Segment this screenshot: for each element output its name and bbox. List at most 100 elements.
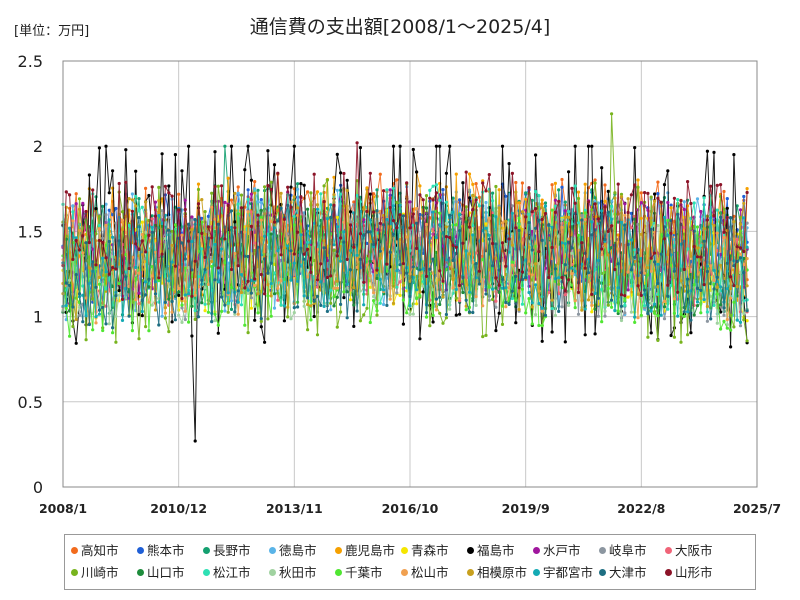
data-point xyxy=(596,314,601,318)
legend-item: 高知市 xyxy=(71,540,137,562)
data-point xyxy=(276,209,280,213)
data-point xyxy=(553,204,558,208)
data-point xyxy=(140,232,144,237)
data-point xyxy=(593,332,597,336)
data-point xyxy=(395,240,399,244)
data-point xyxy=(431,313,435,317)
data-point xyxy=(134,298,138,302)
data-point xyxy=(193,293,197,297)
data-point xyxy=(557,309,561,313)
data-point xyxy=(745,309,749,313)
data-point xyxy=(494,276,498,280)
data-point xyxy=(74,238,78,243)
data-point xyxy=(223,144,227,148)
data-point xyxy=(365,257,369,261)
data-point xyxy=(659,200,663,204)
legend-label: 岐阜市 xyxy=(609,543,647,558)
data-point xyxy=(269,282,273,286)
data-point xyxy=(378,172,382,176)
data-point xyxy=(659,252,663,256)
data-point xyxy=(576,290,581,294)
data-point xyxy=(742,263,746,267)
data-point xyxy=(362,218,366,222)
data-point xyxy=(190,218,194,222)
data-point xyxy=(408,294,412,298)
data-point xyxy=(114,294,118,298)
data-point xyxy=(144,280,148,284)
legend-marker xyxy=(599,547,606,554)
data-point xyxy=(137,313,141,317)
data-point xyxy=(448,307,452,311)
data-point xyxy=(177,192,181,196)
data-point xyxy=(160,224,164,228)
data-point xyxy=(441,201,445,205)
data-point xyxy=(534,262,538,266)
data-point xyxy=(289,205,293,209)
data-point xyxy=(543,211,548,216)
data-point xyxy=(332,175,336,179)
data-point xyxy=(580,262,584,266)
data-point xyxy=(279,191,283,195)
data-point xyxy=(296,182,300,186)
data-point xyxy=(491,297,495,302)
data-point xyxy=(372,192,376,196)
data-point xyxy=(187,222,191,226)
data-point xyxy=(467,172,472,176)
data-point xyxy=(84,314,88,318)
data-point xyxy=(177,208,181,212)
data-point xyxy=(653,199,657,203)
data-point xyxy=(464,220,468,224)
data-point xyxy=(315,203,320,207)
data-point xyxy=(236,312,240,316)
data-point xyxy=(114,340,118,344)
data-point xyxy=(282,217,286,221)
data-point xyxy=(606,253,610,257)
x-tick-label: 2008/1 xyxy=(39,501,87,516)
data-point xyxy=(64,304,68,308)
data-point xyxy=(464,205,468,209)
data-point xyxy=(524,197,528,201)
data-point xyxy=(213,242,217,246)
data-point xyxy=(401,298,405,302)
data-point xyxy=(107,191,111,195)
data-point xyxy=(662,237,667,241)
data-point xyxy=(682,200,686,204)
data-point xyxy=(510,289,514,293)
data-point xyxy=(662,299,667,303)
data-point xyxy=(623,202,627,206)
data-point xyxy=(725,326,729,330)
data-point xyxy=(335,279,339,283)
data-point xyxy=(170,299,174,304)
data-point xyxy=(84,209,88,214)
data-point xyxy=(682,310,686,314)
y-tick-label: 0 xyxy=(33,478,43,497)
data-point xyxy=(269,232,273,236)
data-point xyxy=(613,196,617,200)
data-point xyxy=(537,218,541,222)
data-point xyxy=(77,313,82,317)
data-point xyxy=(520,302,525,306)
data-point xyxy=(563,289,567,293)
data-point xyxy=(610,199,614,203)
data-point xyxy=(157,276,161,280)
data-point xyxy=(345,282,349,286)
data-point xyxy=(226,310,230,314)
data-point xyxy=(87,266,91,270)
data-point xyxy=(256,213,260,217)
data-point xyxy=(180,306,184,310)
data-point xyxy=(348,288,353,292)
data-point xyxy=(104,202,108,206)
data-point xyxy=(444,221,448,225)
data-point xyxy=(276,291,280,295)
data-point xyxy=(266,317,270,321)
data-point xyxy=(573,201,577,205)
data-point xyxy=(87,240,91,245)
data-point xyxy=(672,269,677,273)
data-point xyxy=(329,203,333,207)
data-point xyxy=(563,263,567,267)
data-point xyxy=(246,210,250,214)
data-point xyxy=(226,301,230,305)
data-point xyxy=(309,318,313,322)
data-point xyxy=(408,279,412,283)
legend-label: 水戸市 xyxy=(543,543,581,558)
